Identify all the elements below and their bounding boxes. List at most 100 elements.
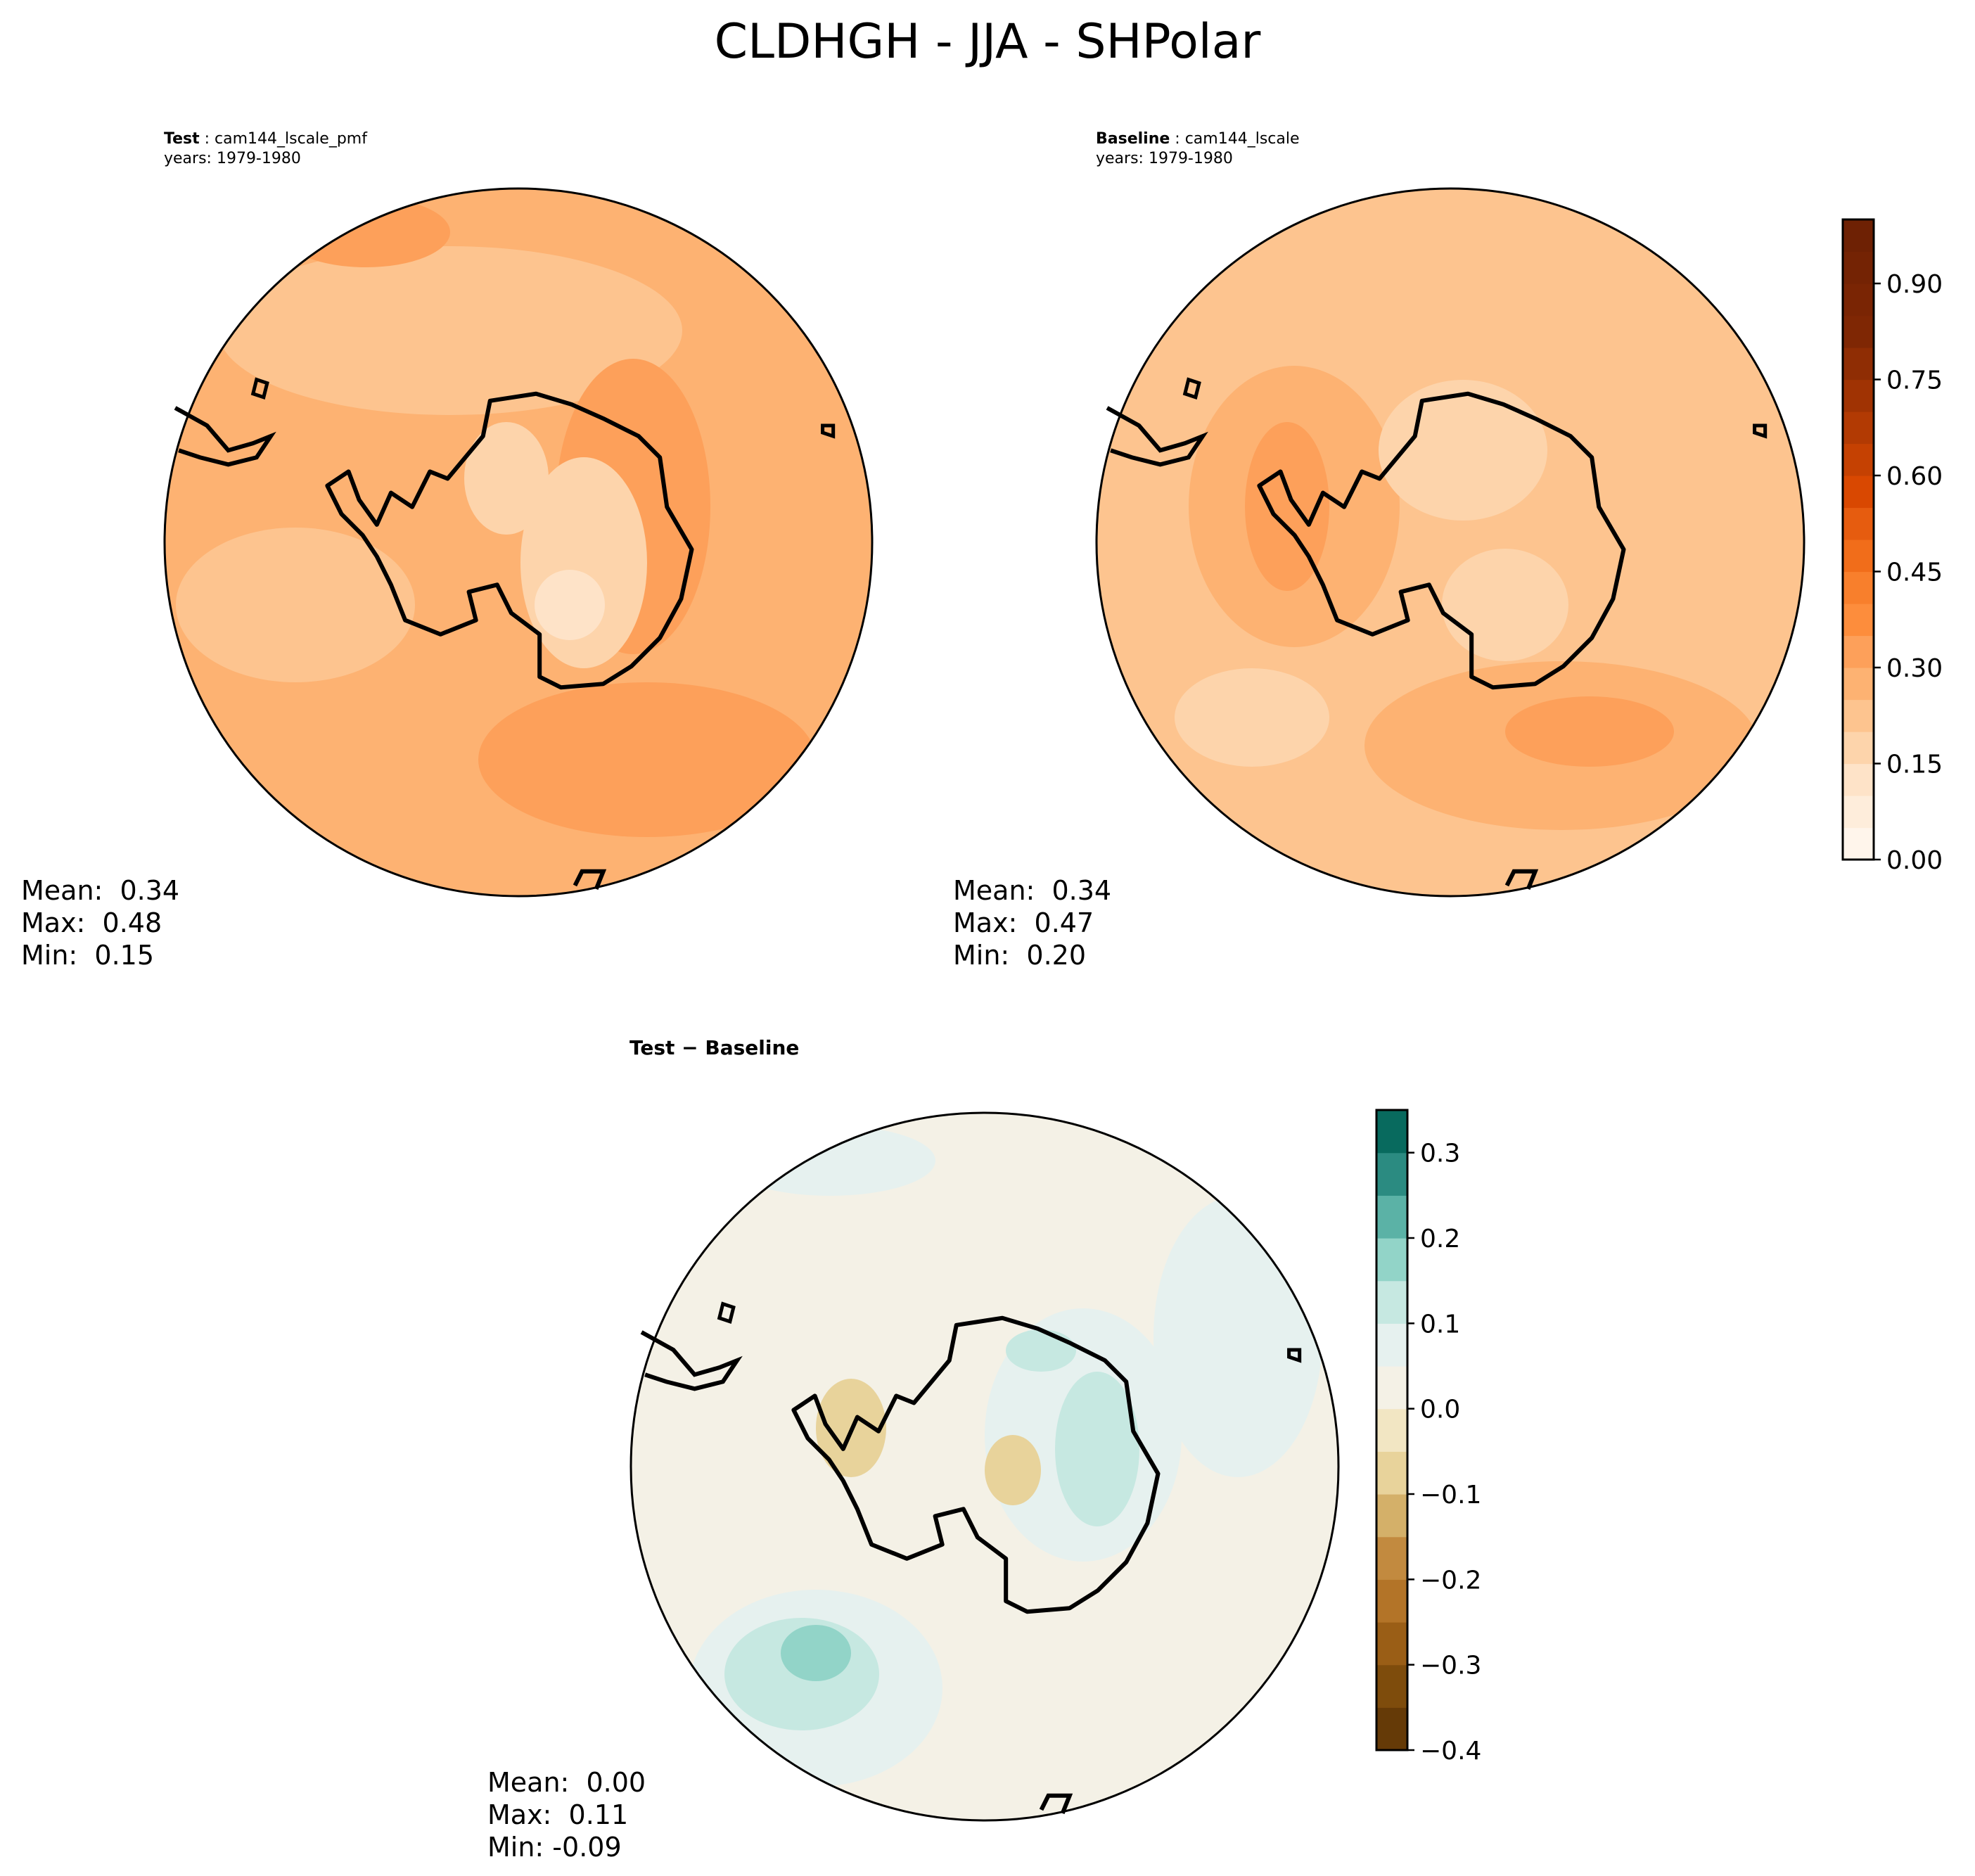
baseline-mean: Mean: 0.34 — [953, 875, 1112, 906]
test-stats: Mean: 0.34 Max: 0.48 Min: 0.15 — [21, 874, 179, 971]
diff-max: Max: 0.11 — [487, 1799, 629, 1830]
main-colorbar-segment — [1843, 668, 1874, 701]
main-colorbar-segment — [1843, 796, 1874, 829]
baseline-field-patch — [1175, 668, 1329, 767]
diff-colorbar-tick-label: −0.2 — [1420, 1566, 1481, 1595]
diff-min: Min: -0.09 — [487, 1832, 622, 1863]
diff-colorbar-tick-label: −0.1 — [1420, 1481, 1481, 1510]
diff-colorbar-segment — [1376, 1707, 1407, 1751]
test-case-name: cam144_lscale_pmf — [215, 130, 367, 148]
diff-colorbar-tick-label: 0.0 — [1420, 1396, 1460, 1424]
main-colorbar-frame — [1841, 218, 1875, 861]
baseline-field-patch — [1442, 549, 1568, 661]
test-field-patch — [176, 528, 415, 682]
main-colorbar-tick-label: 0.45 — [1886, 559, 1943, 587]
main-colorbar-segment — [1843, 219, 1874, 253]
diff-field-patch — [985, 1435, 1041, 1505]
diff-colorbar-tick-label: −0.3 — [1420, 1652, 1481, 1680]
diff-stats: Mean: 0.00 Max: 0.11 Min: -0.09 — [487, 1766, 646, 1863]
diff-colorbar-segment — [1376, 1494, 1407, 1538]
main-colorbar-tick-label: 0.60 — [1886, 462, 1943, 491]
diff-colorbar-tick-label: −0.4 — [1420, 1737, 1481, 1766]
test-mean: Mean: 0.34 — [21, 875, 180, 906]
diff-field-patch — [724, 1125, 935, 1196]
main-colorbar-segment — [1843, 507, 1874, 540]
diff-mean: Mean: 0.00 — [487, 1767, 646, 1798]
diff-colorbar-segment — [1376, 1408, 1407, 1452]
baseline-map-boundary — [1095, 187, 1805, 898]
test-map — [163, 187, 874, 898]
main-colorbar-tick-label: 0.90 — [1886, 270, 1943, 299]
diff-colorbar-segment — [1376, 1280, 1407, 1324]
test-years: years: 1979-1980 — [164, 150, 301, 167]
diff-panel-title: Test − Baseline — [629, 1036, 800, 1059]
diff-colorbar-segment — [1376, 1622, 1407, 1666]
diff-colorbar-segment — [1376, 1195, 1407, 1239]
baseline-field-patch — [1245, 422, 1329, 591]
main-colorbar-segment — [1843, 379, 1874, 412]
diff-map — [629, 1111, 1340, 1822]
baseline-field-patch — [1505, 696, 1674, 767]
main-colorbar-segment — [1843, 571, 1874, 604]
test-field-patch — [281, 197, 450, 267]
main-colorbar-segment — [1843, 411, 1874, 445]
diff-colorbar-segment — [1376, 1152, 1407, 1196]
diff-field-patch — [1006, 1329, 1076, 1372]
main-colorbar-segment — [1843, 315, 1874, 348]
main-colorbar-segment — [1843, 763, 1874, 796]
diff-colorbar-segment — [1376, 1238, 1407, 1282]
diff-field-patch — [1055, 1372, 1139, 1526]
main-colorbar: 0.00 0.15 0.30 0.45 0.60 0.75 0.90 — [1841, 218, 1943, 875]
figure-title: CLDHGH - JJA - SHPolar — [714, 14, 1261, 70]
test-panel-title: Test : cam144_lscale_pmf years: 1979-198… — [164, 129, 367, 169]
diff-colorbar-frame — [1375, 1109, 1409, 1751]
diff-colorbar-tick-label: 0.3 — [1420, 1140, 1460, 1168]
test-label: Test — [164, 130, 200, 148]
baseline-max: Max: 0.47 — [953, 907, 1094, 938]
main-colorbar-tick-label: 0.30 — [1886, 654, 1943, 683]
main-colorbar-segment — [1843, 635, 1874, 668]
diff-colorbar-segment — [1376, 1536, 1407, 1580]
diff-colorbar-segment — [1376, 1110, 1407, 1154]
test-field-patch — [478, 682, 816, 837]
main-colorbar-tick-label: 0.15 — [1886, 751, 1943, 779]
baseline-map — [1095, 187, 1805, 898]
main-colorbar-segment — [1843, 827, 1874, 860]
test-min: Min: 0.15 — [21, 940, 154, 971]
main-colorbar-segment — [1843, 443, 1874, 476]
test-max: Max: 0.48 — [21, 907, 162, 938]
main-colorbar-segment — [1843, 604, 1874, 637]
diff-colorbar-segment — [1376, 1664, 1407, 1708]
baseline-label: Baseline — [1096, 130, 1170, 148]
baseline-min: Min: 0.20 — [953, 940, 1086, 971]
main-colorbar-tick-label: 0.00 — [1886, 846, 1943, 875]
main-colorbar-segment — [1843, 347, 1874, 381]
baseline-years: years: 1979-1980 — [1096, 150, 1233, 167]
main-colorbar-segment — [1843, 732, 1874, 765]
test-label-sep: : — [199, 130, 215, 148]
diff-colorbar-segment — [1376, 1366, 1407, 1410]
diff-colorbar-segment — [1376, 1579, 1407, 1623]
diff-colorbar-segment — [1376, 1451, 1407, 1495]
test-field-patch — [535, 570, 605, 640]
main-colorbar-segment — [1843, 283, 1874, 317]
main-colorbar-segment — [1843, 699, 1874, 732]
test-field-patch — [218, 246, 682, 415]
diff-colorbar: −0.4 −0.3 −0.2 −0.1 0.0 0.1 0.2 0.3 — [1375, 1109, 1481, 1766]
diff-field-patch — [781, 1625, 851, 1681]
baseline-case-name: cam144_lscale — [1184, 130, 1300, 148]
diff-colorbar-tick-label: 0.2 — [1420, 1225, 1460, 1253]
baseline-stats: Mean: 0.34 Max: 0.47 Min: 0.20 — [953, 874, 1111, 971]
baseline-panel-title: Baseline : cam144_lscale years: 1979-198… — [1096, 129, 1300, 169]
main-colorbar-tick-label: 0.75 — [1886, 366, 1943, 395]
test-map-boundary — [163, 187, 874, 898]
diff-colorbar-tick-label: 0.1 — [1420, 1310, 1460, 1339]
baseline-label-sep: : — [1170, 130, 1185, 148]
main-colorbar-segment — [1843, 540, 1874, 573]
main-colorbar-segment — [1843, 251, 1874, 284]
diff-colorbar-segment — [1376, 1323, 1407, 1367]
diff-map-boundary — [629, 1111, 1340, 1822]
test-field-patch — [464, 422, 549, 535]
main-colorbar-segment — [1843, 476, 1874, 509]
